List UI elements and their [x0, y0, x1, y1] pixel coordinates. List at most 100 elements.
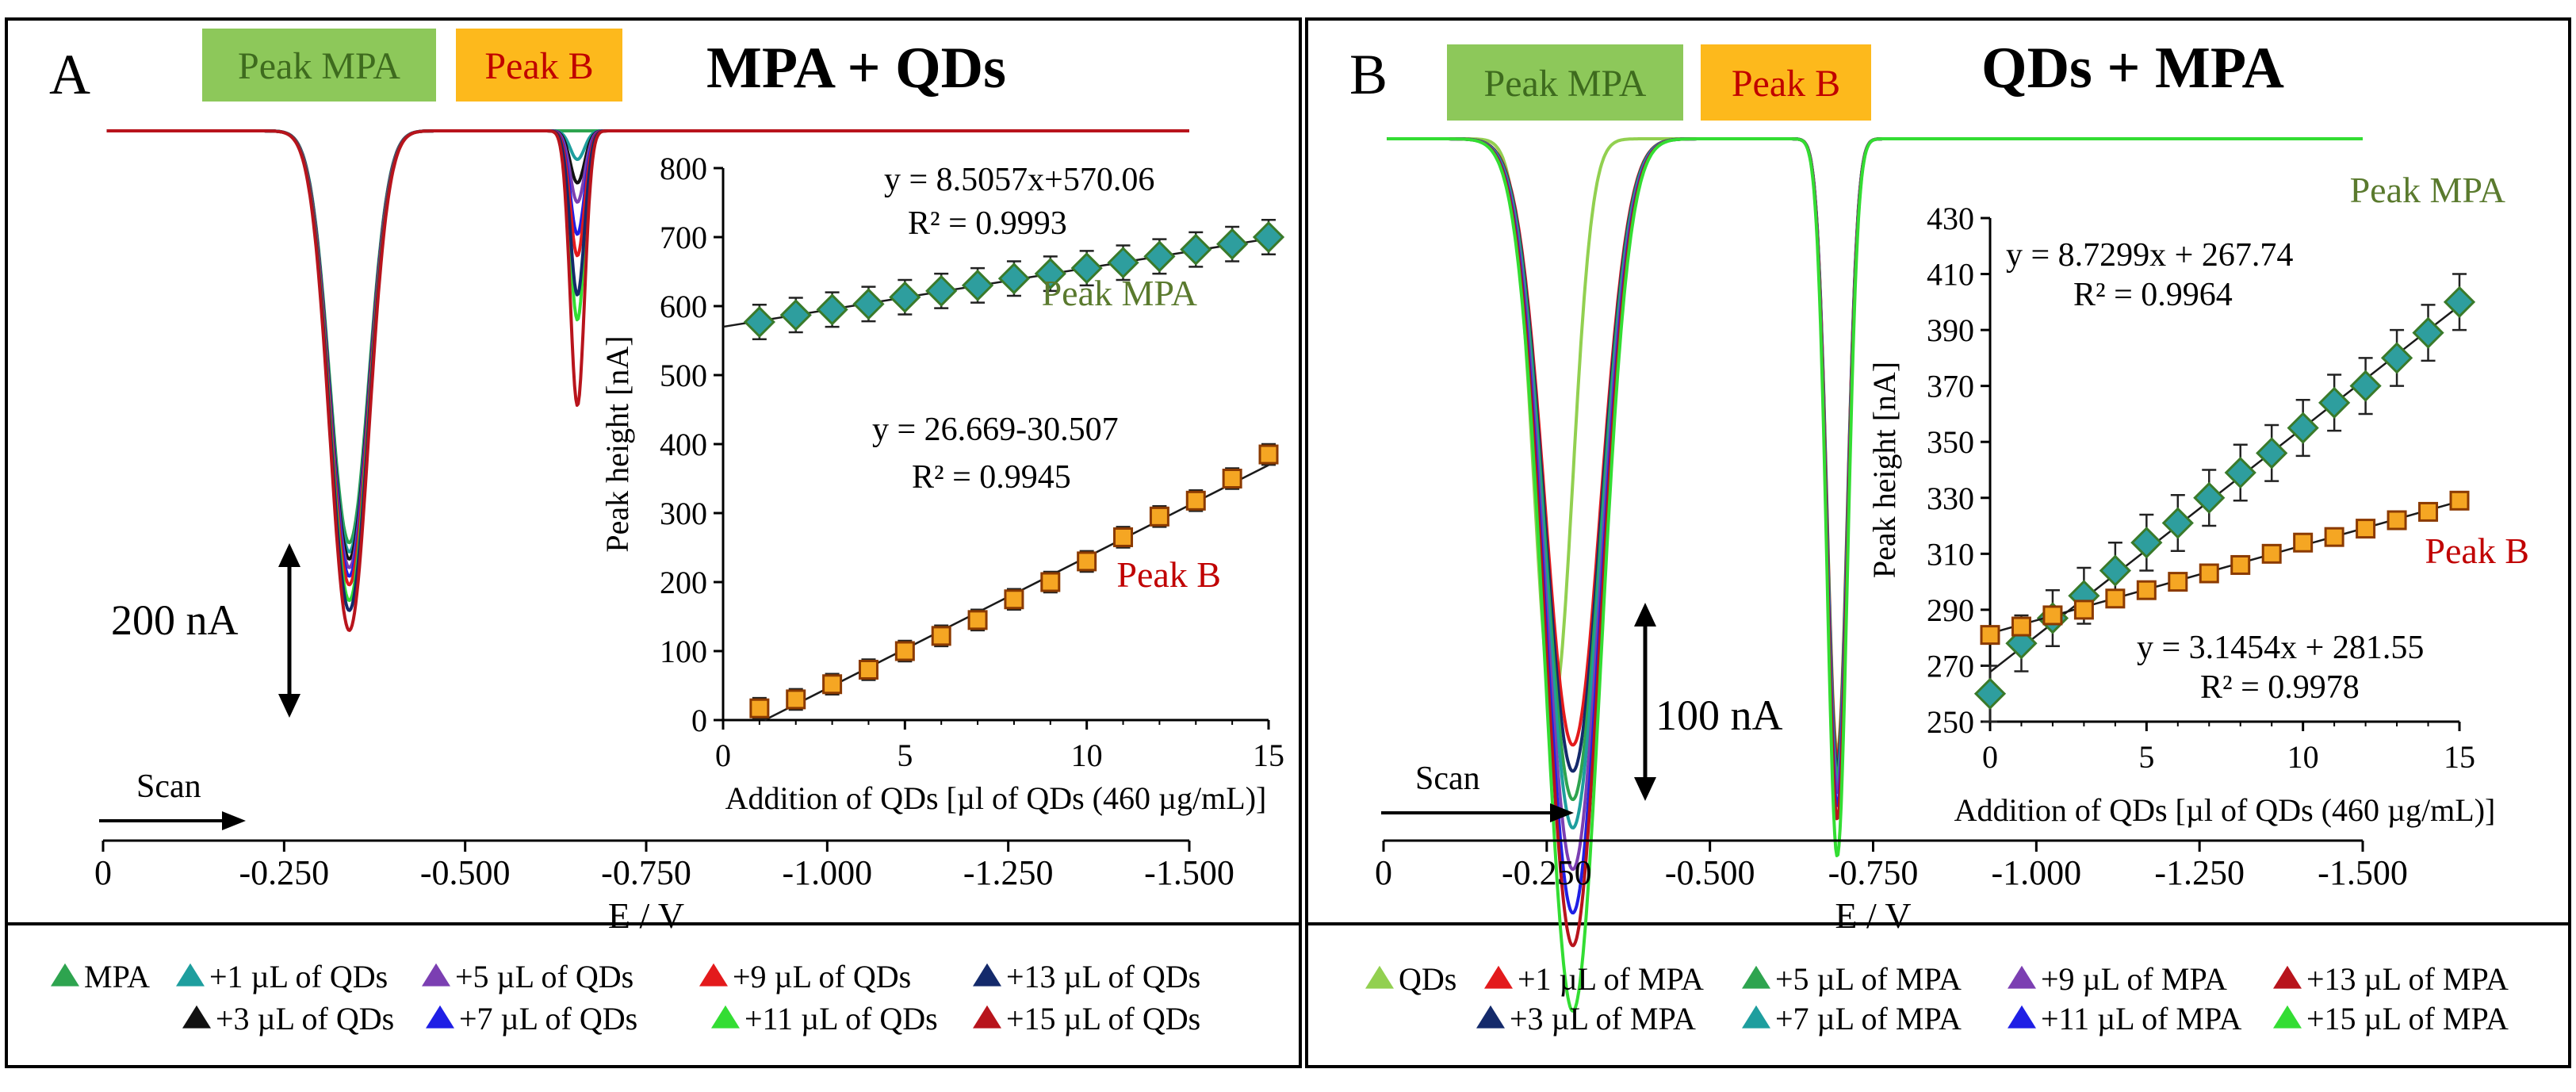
legend-marker	[2008, 965, 2036, 989]
inset-y-tick-label: 410	[1927, 257, 1974, 293]
legend-item: MPA	[51, 959, 150, 994]
legend-item: +13 µL of MPA	[2273, 961, 2509, 997]
inset-y-tick-label: 330	[1927, 481, 1974, 516]
data-point	[1034, 257, 1066, 290]
inset-chart: 250 270 290 310 330 350 370 390 410 430 0 5 10 15 Peak…	[1866, 170, 2529, 828]
voltammogram-7	[106, 129, 1190, 612]
scale-bar-arrow-bottom	[278, 694, 300, 718]
legend-item: +15 µL of QDs	[973, 1001, 1200, 1036]
legend-marker	[1484, 965, 1513, 989]
inset-x-tick-label: 15	[2444, 739, 2475, 775]
voltammogram-traces	[106, 129, 1190, 632]
legend-item: +15 µL of MPA	[2273, 1001, 2509, 1036]
legend-marker	[51, 963, 79, 987]
peak-tag-1	[1701, 44, 1871, 121]
x-tick-label: -1.500	[2318, 853, 2408, 892]
inset-x-axis-label: Addition of QDs [µl of QDs (460 µg/mL)]	[725, 780, 1267, 816]
legend-marker	[176, 963, 205, 987]
legend-item: +9 µL of QDs	[699, 959, 911, 994]
inset-series-0: y = 8.5057x+570.06 R² = 0.9993 Peak MPA	[722, 162, 1285, 341]
trend-r2: R² = 0.9945	[912, 459, 1071, 496]
inset-y-tick-label: 200	[660, 565, 707, 600]
legend-label: MPA	[84, 959, 150, 994]
data-point	[1973, 677, 2007, 710]
inset-y-tick-label: 350	[1927, 424, 1974, 460]
data-point	[1143, 240, 1176, 273]
x-tick-label: -0.750	[1828, 853, 1919, 892]
x-tick-label: -0.500	[1665, 853, 1755, 892]
legend: QDs +1 µL of MPA +5 µL of MPA +9 µL of MPA +…	[1365, 961, 2509, 1036]
data-point	[2161, 507, 2194, 539]
x-axis-label: E / V	[608, 895, 684, 936]
scale-bar-label: 100 nA	[1655, 692, 1783, 739]
legend-label: +13 µL of QDs	[1006, 959, 1200, 994]
legend-frame	[5, 922, 1302, 1068]
legend-item: +9 µL of MPA	[2008, 961, 2227, 997]
data-point	[779, 299, 812, 331]
inset-y-tick-label: 300	[660, 496, 707, 531]
peak-tag-0	[202, 29, 436, 102]
legend-item: +3 µL of MPA	[1476, 1001, 1696, 1036]
legend-item: +11 µL of QDs	[711, 1001, 938, 1036]
peak-tag-0	[1447, 44, 1683, 121]
data-point	[2168, 572, 2188, 592]
legend-label: +5 µL of MPA	[1775, 961, 1962, 997]
voltammogram-8	[106, 129, 1190, 632]
inset-y-tick-label: 700	[660, 220, 707, 255]
peak-tag-1	[456, 29, 622, 102]
voltammogram-traces	[1386, 137, 2364, 1013]
inset-y-tick-label: 370	[1927, 369, 1974, 404]
peak-tag-label-0: Peak MPA	[1484, 63, 1647, 105]
legend-label: +13 µL of MPA	[2306, 961, 2509, 997]
voltammogram-6	[106, 129, 1190, 603]
data-point	[2324, 527, 2344, 547]
panel-a: A MPA + QDs Peak MPA Peak B 0 -0.250 -0.500 -0.…	[5, 17, 1302, 1068]
inset-y-tick-label: 250	[1927, 704, 1974, 740]
legend-marker	[973, 1005, 1001, 1029]
data-point	[816, 293, 848, 326]
legend-label: +7 µL of MPA	[1775, 1001, 1962, 1036]
legend-label: +11 µL of QDs	[744, 1001, 938, 1036]
inset-y-tick-label: 430	[1927, 201, 1974, 236]
data-point	[2073, 600, 2094, 620]
scan-label: Scan	[1415, 761, 1480, 797]
panel-label: A	[49, 43, 90, 106]
data-point	[967, 610, 988, 630]
inset-y-tick-label: 0	[691, 703, 707, 738]
inset-chart: 0 100 200 300 400 500 600 700 800 0 5 10 15 Peak heig…	[599, 151, 1285, 816]
legend-label: +1 µL of QDs	[209, 959, 388, 994]
data-point	[2443, 285, 2476, 318]
data-point	[931, 626, 951, 646]
legend-item: +3 µL of QDs	[182, 1001, 394, 1036]
legend-item: QDs	[1365, 961, 1456, 997]
data-point	[1004, 589, 1024, 610]
voltammogram-5	[106, 129, 1190, 587]
panel-b: B QDs + MPA Peak MPA Peak B 0 -0.250 -0.500 -0.…	[1305, 17, 2571, 1068]
x-tick-label: -1.250	[963, 853, 1054, 892]
x-tick-label: -0.750	[601, 853, 691, 892]
data-point	[1040, 572, 1061, 592]
scale-bar-arrow-bottom	[1634, 777, 1656, 801]
legend-label: +5 µL of QDs	[455, 959, 633, 994]
data-point	[2199, 563, 2219, 584]
x-tick-label: -1.250	[2154, 853, 2245, 892]
data-point	[2136, 580, 2157, 600]
inset-y-tick-label: 390	[1927, 312, 1974, 348]
trend-r2: R² = 0.9978	[2200, 669, 2360, 706]
data-point	[2287, 412, 2319, 444]
data-point	[1222, 469, 1242, 489]
x-tick-label: -1.500	[1144, 853, 1234, 892]
legend-item: +1 µL of MPA	[1484, 961, 1704, 997]
trend-r2: R² = 0.9993	[908, 205, 1067, 242]
trend-r2: R² = 0.9964	[2073, 277, 2233, 313]
legend-label: +15 µL of MPA	[2306, 1001, 2509, 1036]
data-point	[1149, 506, 1169, 527]
data-point	[2261, 543, 2282, 564]
inset-y-tick-label: 100	[660, 634, 707, 669]
panel-title: QDs + MPA	[1981, 36, 2284, 101]
data-point	[858, 659, 878, 680]
x-tick-label: 0	[1375, 853, 1392, 892]
legend-label: +3 µL of MPA	[1510, 1001, 1696, 1036]
